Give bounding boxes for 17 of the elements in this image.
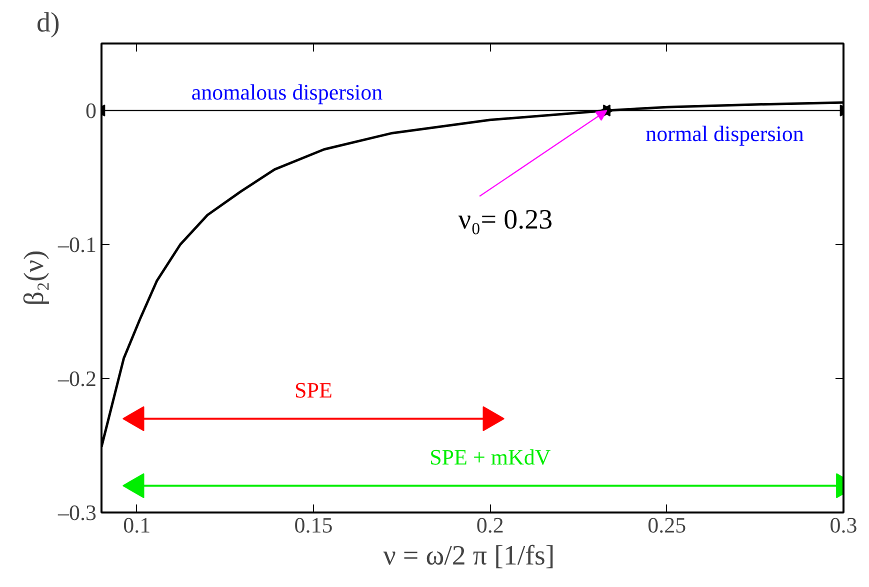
x-tick-label: 0.15 (294, 512, 333, 538)
y-tick-label: –0.3 (57, 500, 96, 525)
y-tick-label: 0 (86, 98, 96, 123)
series-label: SPE + mKdV (430, 444, 551, 470)
x-tick-label: 0.1 (123, 512, 151, 538)
annotation: ν₀= 0.23 (458, 204, 553, 236)
x-tick-label: 0.3 (830, 512, 858, 538)
y-axis-title: β₂(ν) (19, 250, 50, 306)
annotation: normal dispersion (646, 120, 804, 146)
series-label: SPE (294, 378, 332, 403)
y-tick-label: –0.1 (57, 232, 96, 257)
y-tick-label: –0.2 (57, 366, 96, 391)
annotation: anomalous dispersion (191, 79, 383, 104)
chart-title: d) (36, 8, 60, 38)
x-tick-label: 0.2 (476, 512, 504, 538)
x-tick-label: 0.25 (648, 512, 686, 538)
x-axis-title: ν = ω/2 π [1/fs] (383, 540, 555, 572)
